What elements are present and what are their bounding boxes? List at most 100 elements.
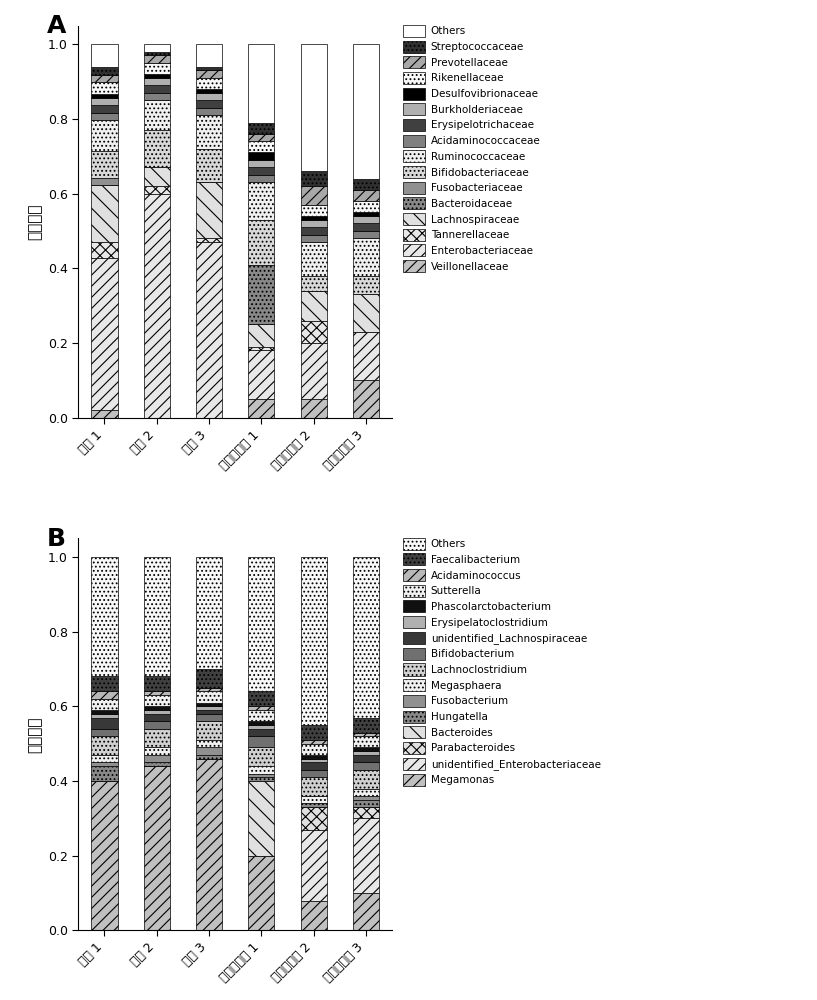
Bar (248, 160, 275, 167)
Bar (196, 703, 222, 706)
Bar (196, 747, 222, 755)
Bar (144, 557, 170, 676)
Bar (353, 818, 379, 893)
Bar (248, 182, 275, 220)
Bar (196, 755, 222, 759)
Bar (196, 67, 222, 70)
Bar (144, 78, 170, 85)
Bar (248, 747, 275, 766)
Bar (92, 94, 118, 98)
Bar (301, 901, 327, 930)
Bar (196, 710, 222, 714)
Bar (301, 755, 327, 759)
Bar (301, 796, 327, 803)
Bar (353, 762, 379, 770)
Bar (301, 807, 327, 830)
Bar (301, 321, 327, 343)
Bar (196, 238, 222, 242)
Bar (92, 676, 118, 691)
Bar (144, 194, 170, 418)
Bar (248, 706, 275, 710)
Bar (353, 807, 379, 818)
Bar (248, 725, 275, 729)
Bar (92, 755, 118, 762)
Bar (144, 766, 170, 930)
Bar (353, 733, 379, 736)
Bar (196, 70, 222, 78)
Bar (92, 729, 118, 736)
Bar (92, 691, 118, 699)
Bar (301, 830, 327, 901)
Bar (248, 774, 275, 777)
Bar (196, 721, 222, 740)
Bar (92, 718, 118, 729)
Bar (92, 736, 118, 755)
Bar (248, 777, 275, 781)
Bar (248, 220, 275, 265)
Y-axis label: 相对丰度: 相对丰度 (27, 203, 42, 240)
Bar (353, 557, 379, 718)
Bar (92, 44, 118, 67)
Bar (301, 399, 327, 418)
Bar (301, 343, 327, 399)
Text: A: A (47, 14, 66, 38)
Bar (144, 706, 170, 710)
Bar (301, 762, 327, 770)
Bar (301, 744, 327, 755)
Bar (92, 258, 118, 410)
Bar (353, 718, 379, 733)
Bar (196, 115, 222, 149)
Bar (248, 350, 275, 399)
Bar (144, 762, 170, 766)
Bar (144, 721, 170, 729)
Bar (196, 759, 222, 930)
Bar (301, 777, 327, 796)
Bar (353, 736, 379, 747)
Bar (353, 747, 379, 751)
Bar (92, 699, 118, 710)
Bar (144, 714, 170, 721)
Legend: Others, Streptococcaceae, Prevotellaceae, Rikenellaceae, Desulfovibrionaceae, Bu: Others, Streptococcaceae, Prevotellaceae… (400, 23, 542, 274)
Bar (196, 669, 222, 688)
Bar (144, 167, 170, 186)
Bar (353, 238, 379, 276)
Bar (144, 755, 170, 762)
Bar (196, 44, 222, 67)
Bar (301, 759, 327, 762)
Bar (248, 766, 275, 774)
Bar (196, 100, 222, 108)
Bar (92, 781, 118, 930)
Bar (144, 691, 170, 695)
Bar (353, 231, 379, 238)
Bar (196, 108, 222, 115)
Bar (248, 347, 275, 350)
Bar (144, 130, 170, 167)
Bar (248, 175, 275, 182)
Bar (301, 276, 327, 291)
Bar (144, 729, 170, 747)
Bar (301, 205, 327, 216)
Bar (301, 740, 327, 744)
Bar (248, 44, 275, 123)
Bar (301, 770, 327, 777)
Bar (353, 755, 379, 762)
Bar (92, 120, 118, 151)
Bar (301, 216, 327, 220)
Bar (353, 770, 379, 789)
Bar (144, 93, 170, 100)
Bar (301, 171, 327, 186)
Bar (144, 100, 170, 130)
Bar (248, 729, 275, 736)
Bar (144, 85, 170, 93)
Bar (92, 185, 118, 242)
Bar (196, 688, 222, 691)
Bar (92, 67, 118, 75)
Bar (353, 44, 379, 179)
Bar (353, 276, 379, 294)
Bar (353, 223, 379, 231)
Bar (92, 113, 118, 120)
Bar (92, 410, 118, 418)
Bar (301, 220, 327, 227)
Bar (248, 721, 275, 725)
Bar (196, 242, 222, 418)
